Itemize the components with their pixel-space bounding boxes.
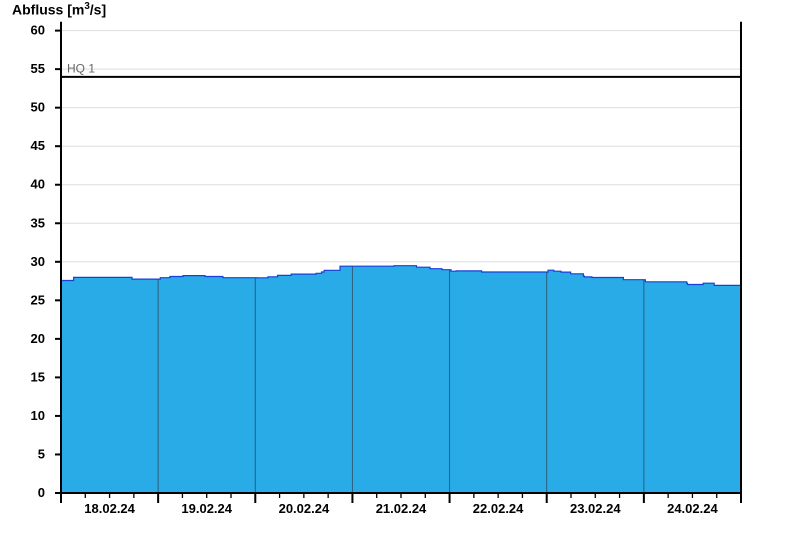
svg-text:15: 15	[31, 369, 45, 384]
svg-text:5: 5	[38, 447, 45, 462]
svg-text:22.02.24: 22.02.24	[473, 501, 524, 516]
svg-text:21.02.24: 21.02.24	[376, 501, 427, 516]
svg-text:23.02.24: 23.02.24	[570, 501, 621, 516]
svg-text:55: 55	[31, 61, 45, 76]
svg-text:30: 30	[31, 254, 45, 269]
svg-text:0: 0	[38, 485, 45, 500]
svg-text:20.02.24: 20.02.24	[279, 501, 330, 516]
svg-text:20: 20	[31, 331, 45, 346]
svg-text:40: 40	[31, 177, 45, 192]
svg-text:25: 25	[31, 292, 45, 307]
svg-text:60: 60	[31, 23, 45, 38]
svg-text:35: 35	[31, 215, 45, 230]
svg-text:50: 50	[31, 100, 45, 115]
svg-text:19.02.24: 19.02.24	[181, 501, 232, 516]
svg-text:10: 10	[31, 408, 45, 423]
svg-text:24.02.24: 24.02.24	[667, 501, 718, 516]
svg-text:HQ 1: HQ 1	[67, 61, 95, 75]
svg-text:45: 45	[31, 138, 45, 153]
svg-text:18.02.24: 18.02.24	[84, 501, 135, 516]
